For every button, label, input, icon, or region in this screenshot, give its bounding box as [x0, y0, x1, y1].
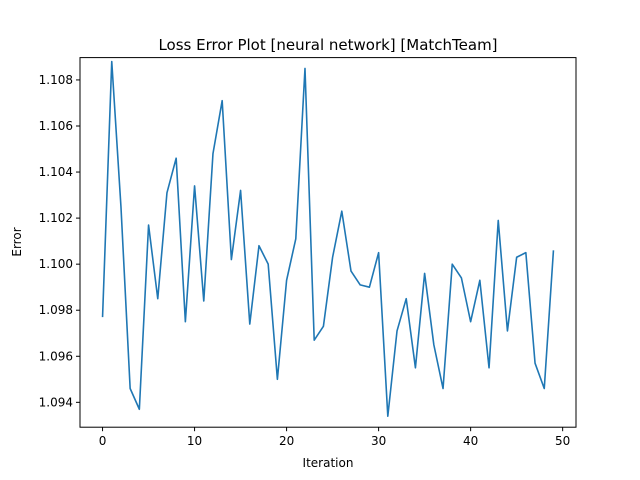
chart-title: Loss Error Plot [neural network] [MatchT…: [158, 36, 497, 54]
plot-frame: [79, 57, 577, 428]
x-tick-label: 10: [187, 434, 202, 448]
y-tick-label: 1.102: [39, 211, 73, 225]
plot-area: [101, 60, 555, 417]
y-tick-label: 1.098: [39, 303, 73, 317]
y-axis: 1.094 1.096 1.098 1.100 1.102 1.104 1.106 1.108: [39, 73, 80, 409]
y-tick-label: 1.104: [39, 165, 73, 179]
series-line: [101, 60, 555, 417]
y-tick-label: 1.096: [39, 349, 73, 363]
x-axis-label: Iteration: [303, 456, 354, 470]
x-tick-label: 50: [555, 434, 570, 448]
x-tick-label: 0: [99, 434, 107, 448]
y-tick-label: 1.106: [39, 119, 73, 133]
y-axis-label: Error: [10, 227, 24, 256]
y-tick-label: 1.094: [39, 395, 73, 409]
y-tick-label: 1.100: [39, 257, 73, 271]
x-tick-label: 30: [371, 434, 386, 448]
x-axis: 0 10 20 30 40 50: [99, 427, 570, 448]
x-tick-label: 40: [463, 434, 478, 448]
y-tick-label: 1.108: [39, 73, 73, 87]
x-tick-label: 20: [279, 434, 294, 448]
